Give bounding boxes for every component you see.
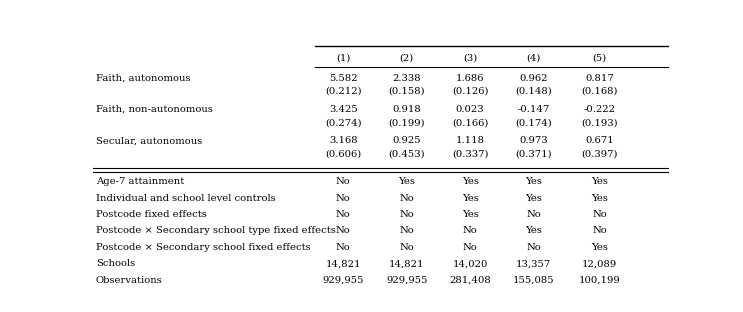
Text: Yes: Yes [525, 193, 542, 202]
Text: Individual and school level controls: Individual and school level controls [96, 193, 276, 202]
Text: (2): (2) [400, 53, 414, 62]
Text: 1.118: 1.118 [455, 136, 484, 145]
Text: No: No [399, 243, 414, 252]
Text: 3.168: 3.168 [329, 136, 357, 145]
Text: Observations: Observations [96, 276, 163, 285]
Text: 13,357: 13,357 [516, 259, 551, 268]
Text: 281,408: 281,408 [450, 276, 491, 285]
Text: (0.371): (0.371) [515, 149, 552, 158]
Text: (0.174): (0.174) [515, 118, 552, 127]
Text: (0.397): (0.397) [581, 149, 618, 158]
Text: Yes: Yes [525, 227, 542, 236]
Text: (0.199): (0.199) [389, 118, 425, 127]
Text: Yes: Yes [591, 177, 608, 186]
Text: 14,821: 14,821 [325, 259, 361, 268]
Text: (0.606): (0.606) [325, 149, 362, 158]
Text: Yes: Yes [591, 193, 608, 202]
Text: -0.222: -0.222 [583, 105, 616, 114]
Text: (0.337): (0.337) [452, 149, 488, 158]
Text: (0.193): (0.193) [581, 118, 618, 127]
Text: Postcode × Secondary school type fixed effects: Postcode × Secondary school type fixed e… [96, 227, 336, 236]
Text: (0.166): (0.166) [452, 118, 488, 127]
Text: 929,955: 929,955 [386, 276, 427, 285]
Text: Postcode fixed effects: Postcode fixed effects [96, 210, 207, 219]
Text: (0.274): (0.274) [325, 118, 362, 127]
Text: 0.918: 0.918 [392, 105, 421, 114]
Text: Secular, autonomous: Secular, autonomous [96, 136, 202, 145]
Text: (4): (4) [526, 53, 541, 62]
Text: Age-7 attainment: Age-7 attainment [96, 177, 184, 186]
Text: 100,199: 100,199 [579, 276, 620, 285]
Text: 1.686: 1.686 [455, 74, 484, 83]
Text: Yes: Yes [398, 177, 415, 186]
Text: No: No [336, 227, 351, 236]
Text: No: No [526, 210, 541, 219]
Text: No: No [399, 227, 414, 236]
Text: Faith, autonomous: Faith, autonomous [96, 74, 190, 83]
Text: Schools: Schools [96, 259, 135, 268]
Text: 0.671: 0.671 [585, 136, 614, 145]
Text: 5.582: 5.582 [329, 74, 357, 83]
Text: No: No [592, 210, 607, 219]
Text: -0.147: -0.147 [517, 105, 550, 114]
Text: No: No [526, 243, 541, 252]
Text: No: No [463, 227, 478, 236]
Text: Yes: Yes [461, 193, 478, 202]
Text: 12,089: 12,089 [582, 259, 617, 268]
Text: (0.158): (0.158) [389, 87, 425, 96]
Text: 0.817: 0.817 [585, 74, 614, 83]
Text: 0.962: 0.962 [519, 74, 548, 83]
Text: 0.925: 0.925 [392, 136, 421, 145]
Text: No: No [592, 227, 607, 236]
Text: Yes: Yes [591, 243, 608, 252]
Text: Yes: Yes [461, 210, 478, 219]
Text: No: No [336, 210, 351, 219]
Text: 0.973: 0.973 [519, 136, 548, 145]
Text: 3.425: 3.425 [329, 105, 357, 114]
Text: 0.023: 0.023 [455, 105, 484, 114]
Text: (3): (3) [463, 53, 477, 62]
Text: No: No [336, 243, 351, 252]
Text: (0.148): (0.148) [515, 87, 552, 96]
Text: Postcode × Secondary school fixed effects: Postcode × Secondary school fixed effect… [96, 243, 311, 252]
Text: (1): (1) [336, 53, 351, 62]
Text: No: No [399, 210, 414, 219]
Text: Faith, non-autonomous: Faith, non-autonomous [96, 105, 212, 114]
Text: 14,020: 14,020 [452, 259, 487, 268]
Text: (0.453): (0.453) [389, 149, 425, 158]
Text: (0.212): (0.212) [325, 87, 362, 96]
Text: 929,955: 929,955 [322, 276, 364, 285]
Text: (5): (5) [592, 53, 607, 62]
Text: No: No [399, 193, 414, 202]
Text: 2.338: 2.338 [392, 74, 421, 83]
Text: (0.168): (0.168) [581, 87, 618, 96]
Text: No: No [336, 193, 351, 202]
Text: (0.126): (0.126) [452, 87, 488, 96]
Text: Yes: Yes [525, 177, 542, 186]
Text: No: No [336, 177, 351, 186]
Text: No: No [463, 243, 478, 252]
Text: 14,821: 14,821 [389, 259, 424, 268]
Text: 155,085: 155,085 [513, 276, 554, 285]
Text: Yes: Yes [461, 177, 478, 186]
